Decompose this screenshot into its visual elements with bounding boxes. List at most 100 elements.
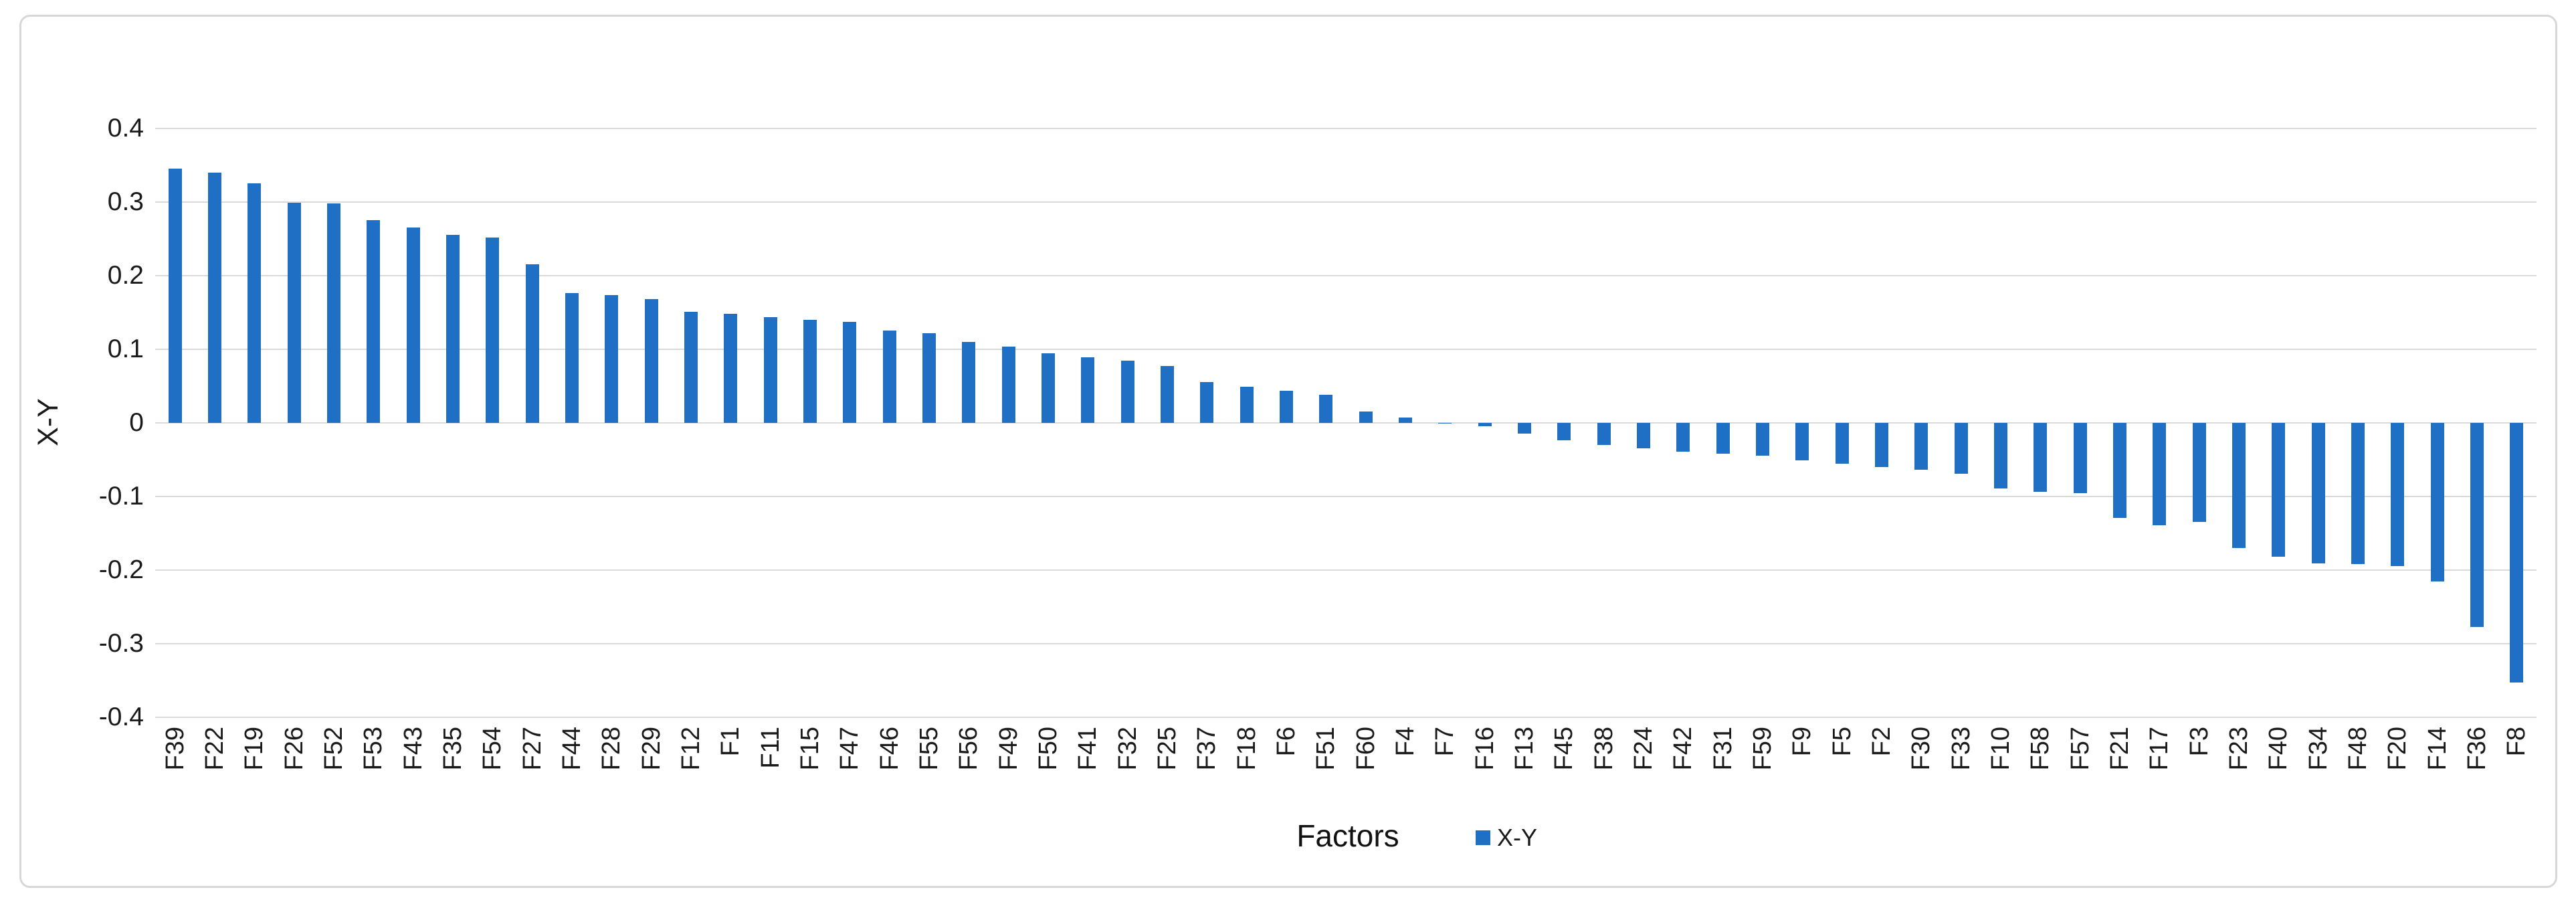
x-tick-label: F48 [2344, 727, 2372, 771]
y-tick-label: 0.2 [107, 260, 144, 290]
gridline [155, 127, 2537, 129]
bar [962, 341, 976, 423]
x-tick-label: F43 [399, 727, 427, 771]
x-tick-label: F9 [1788, 727, 1817, 757]
x-tick-label: F2 [1868, 727, 1896, 757]
bar [1478, 422, 1492, 427]
y-axis-title: X-Y [32, 398, 64, 446]
x-tick-label: F51 [1312, 727, 1341, 771]
x-tick-label: F41 [1074, 727, 1102, 771]
x-tick-label: F5 [1827, 727, 1856, 757]
bar [2430, 422, 2444, 582]
bar [446, 235, 460, 423]
x-tick-label: F7 [1431, 727, 1460, 757]
x-tick-label: F52 [320, 727, 348, 771]
x-tick-label: F11 [756, 727, 785, 769]
x-tick-label: F12 [677, 727, 705, 771]
x-tick-label: F32 [1113, 727, 1142, 771]
x-tick-label: F49 [994, 727, 1023, 771]
x-tick-label: F37 [1193, 727, 1221, 771]
gridline [155, 274, 2537, 276]
bar [1954, 422, 1968, 474]
gridline [155, 569, 2537, 571]
bar [644, 298, 658, 423]
x-tick-label: F17 [2145, 727, 2174, 771]
gridline [155, 716, 2537, 718]
x-tick-label: F60 [1351, 727, 1380, 771]
gridline [155, 348, 2537, 350]
bar [1835, 422, 1849, 464]
x-tick-label: F55 [915, 727, 943, 771]
gridline [155, 642, 2537, 644]
x-tick-label: F23 [2225, 727, 2253, 771]
bar [1001, 347, 1015, 423]
bar [1994, 422, 2007, 488]
y-tick-label: -0.2 [98, 555, 144, 584]
gridline [155, 201, 2537, 203]
legend-label: X-Y [1497, 824, 1538, 851]
bar [1438, 422, 1452, 424]
bar [2391, 422, 2405, 567]
y-tick-label: -0.3 [98, 628, 144, 658]
x-tick-label: F18 [1232, 727, 1261, 771]
bar [1042, 353, 1055, 423]
bar [1200, 382, 1214, 423]
bar [1914, 422, 1928, 470]
x-tick-label: F8 [2502, 727, 2531, 757]
x-tick-label: F56 [955, 727, 983, 771]
bar [208, 172, 221, 423]
x-tick-label: F15 [796, 727, 824, 771]
bar [2311, 422, 2325, 563]
bar [2192, 422, 2206, 523]
x-tick-label: F29 [637, 727, 666, 771]
bar [247, 183, 262, 423]
bar [2113, 422, 2126, 518]
x-tick-label: F6 [1272, 727, 1300, 757]
bar [525, 264, 539, 423]
bar [2272, 422, 2286, 557]
y-tick-label: -0.1 [98, 481, 144, 511]
bar [1518, 422, 1531, 434]
x-tick-label: F40 [2264, 727, 2293, 771]
x-tick-label: F21 [2106, 727, 2134, 771]
x-tick-label: F27 [518, 727, 547, 771]
bar [2153, 422, 2167, 525]
x-tick-label: F13 [1510, 727, 1539, 771]
bar [1676, 422, 1690, 452]
x-tick-label: F19 [240, 727, 269, 771]
x-axis-title: Factors [1296, 818, 1399, 853]
x-tick-label: F44 [558, 727, 586, 771]
bar [922, 333, 936, 423]
bar [1359, 412, 1373, 423]
bar [565, 293, 579, 423]
x-tick-label: F47 [835, 727, 864, 771]
bar [1597, 422, 1611, 445]
bar [168, 169, 182, 423]
bar [2351, 422, 2365, 564]
x-tick-label: F42 [1669, 727, 1698, 771]
x-tick-label: F54 [478, 727, 507, 771]
bar [684, 311, 698, 423]
bar [1795, 422, 1809, 460]
x-tick-label: F53 [359, 727, 388, 771]
bar [1081, 357, 1095, 423]
y-tick-label: -0.4 [98, 702, 144, 731]
x-tick-label: F34 [2304, 727, 2333, 771]
x-tick-label: F30 [1907, 727, 1936, 771]
x-tick-label: F58 [2026, 727, 2055, 771]
bar [803, 319, 817, 423]
x-tick-label: F33 [1947, 727, 1975, 771]
legend-swatch-icon [1476, 830, 1490, 845]
bar [1637, 422, 1650, 449]
bar [1756, 422, 1769, 456]
x-tick-label: F24 [1629, 727, 1658, 771]
x-tick-label: F57 [2066, 727, 2094, 771]
bar [1240, 386, 1254, 423]
x-tick-label: F50 [1034, 727, 1062, 771]
x-tick-label: F28 [597, 727, 626, 771]
bar [1161, 366, 1174, 423]
bar [1319, 394, 1333, 423]
bar [486, 237, 500, 423]
x-tick-label: F3 [2185, 727, 2213, 757]
x-tick-label: F59 [1749, 727, 1777, 771]
